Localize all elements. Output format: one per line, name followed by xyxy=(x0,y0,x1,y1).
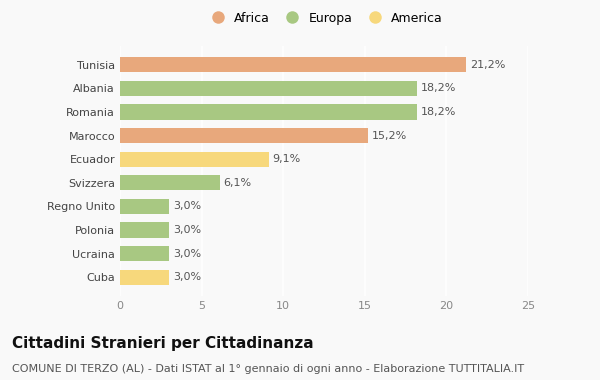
Text: 18,2%: 18,2% xyxy=(421,107,457,117)
Text: 15,2%: 15,2% xyxy=(372,131,407,141)
Text: 18,2%: 18,2% xyxy=(421,83,457,93)
Text: 9,1%: 9,1% xyxy=(272,154,301,164)
Text: 6,1%: 6,1% xyxy=(224,178,252,188)
Text: 3,0%: 3,0% xyxy=(173,249,201,259)
Legend: Africa, Europa, America: Africa, Europa, America xyxy=(200,7,448,30)
Bar xyxy=(120,152,269,167)
Bar xyxy=(120,270,169,285)
Text: 21,2%: 21,2% xyxy=(470,60,505,70)
Bar xyxy=(120,81,417,96)
Bar xyxy=(120,246,169,261)
Text: Cittadini Stranieri per Cittadinanza: Cittadini Stranieri per Cittadinanza xyxy=(12,336,314,351)
Text: COMUNE DI TERZO (AL) - Dati ISTAT al 1° gennaio di ogni anno - Elaborazione TUTT: COMUNE DI TERZO (AL) - Dati ISTAT al 1° … xyxy=(12,364,524,374)
Bar xyxy=(120,222,169,238)
Text: 3,0%: 3,0% xyxy=(173,272,201,282)
Bar xyxy=(120,199,169,214)
Bar xyxy=(120,104,417,120)
Bar xyxy=(120,175,220,190)
Bar xyxy=(120,57,466,72)
Text: 3,0%: 3,0% xyxy=(173,201,201,211)
Bar xyxy=(120,128,368,143)
Text: 3,0%: 3,0% xyxy=(173,225,201,235)
